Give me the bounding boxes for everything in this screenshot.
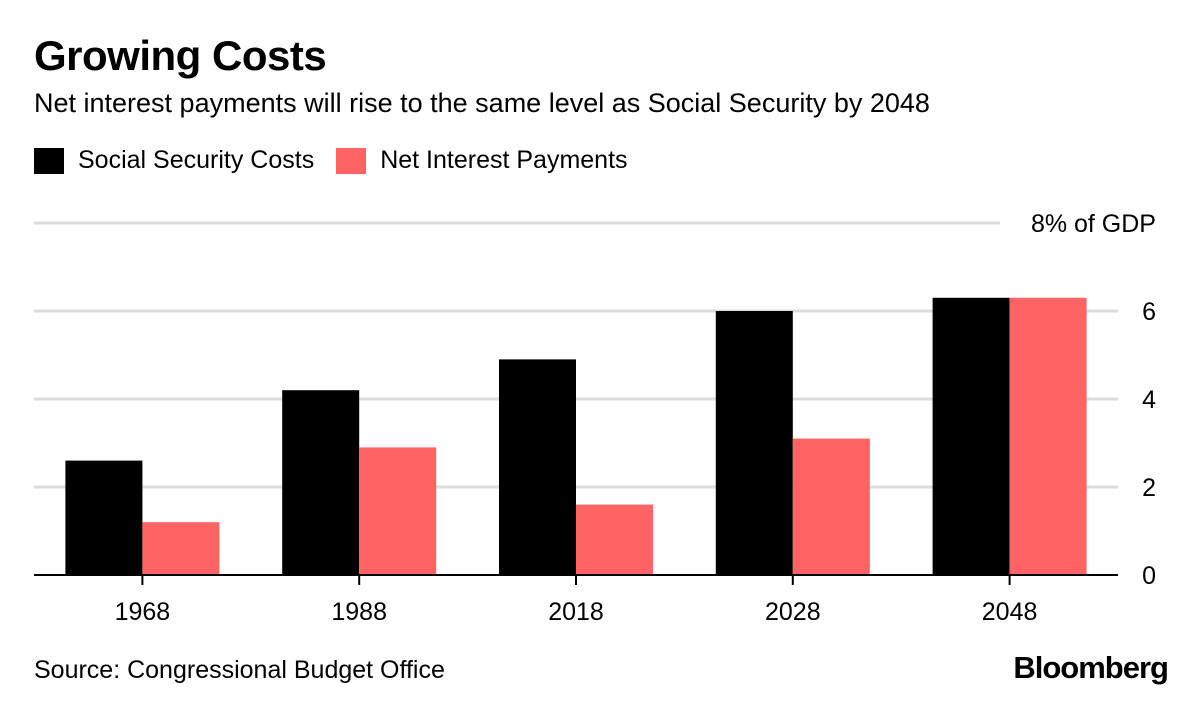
x-tick-label-1968: 1968 xyxy=(115,598,171,626)
chart-subtitle: Net interest payments will rise to the s… xyxy=(34,88,930,118)
source-note: Source: Congressional Budget Office xyxy=(34,656,445,684)
bar-social-security-1968 xyxy=(65,460,143,575)
bar-net-interest-1988 xyxy=(359,447,437,575)
legend-item-social-security: Social Security Costs xyxy=(34,146,314,175)
bar-social-security-2048 xyxy=(932,297,1010,575)
bar-net-interest-1968 xyxy=(142,522,220,575)
legend-label-net-interest: Net Interest Payments xyxy=(380,146,628,174)
legend-swatch-net-interest xyxy=(336,147,367,174)
bar-net-interest-2048 xyxy=(1009,297,1087,575)
chart-title: Growing Costs xyxy=(34,32,327,79)
y-tick-label-8: 8% of GDP xyxy=(1031,210,1156,238)
bar-net-interest-2018 xyxy=(576,504,653,575)
bar-net-interest-2028 xyxy=(792,438,870,575)
x-tick-label-2048: 2048 xyxy=(982,598,1038,626)
y-tick-label-0: 0 xyxy=(1142,562,1156,590)
bar-social-security-2028 xyxy=(715,311,793,575)
bar-social-security-1988 xyxy=(282,390,360,575)
legend-label-social-security: Social Security Costs xyxy=(78,146,315,174)
y-tick-label-4: 4 xyxy=(1142,386,1156,414)
x-tick-label-1988: 1988 xyxy=(331,598,387,626)
x-tick-label-2028: 2028 xyxy=(765,598,821,626)
bar-social-security-2018 xyxy=(499,359,576,575)
y-tick-label-6: 6 xyxy=(1142,298,1156,326)
legend-swatch-social-security xyxy=(34,147,64,174)
legend-item-net-interest: Net Interest Payments xyxy=(336,146,628,175)
bloomberg-logo: Bloomberg xyxy=(1013,650,1169,685)
legend: Social Security Costs Net Interest Payme… xyxy=(34,146,650,175)
x-tick-label-2018: 2018 xyxy=(548,598,604,626)
y-tick-label-2: 2 xyxy=(1142,474,1156,502)
